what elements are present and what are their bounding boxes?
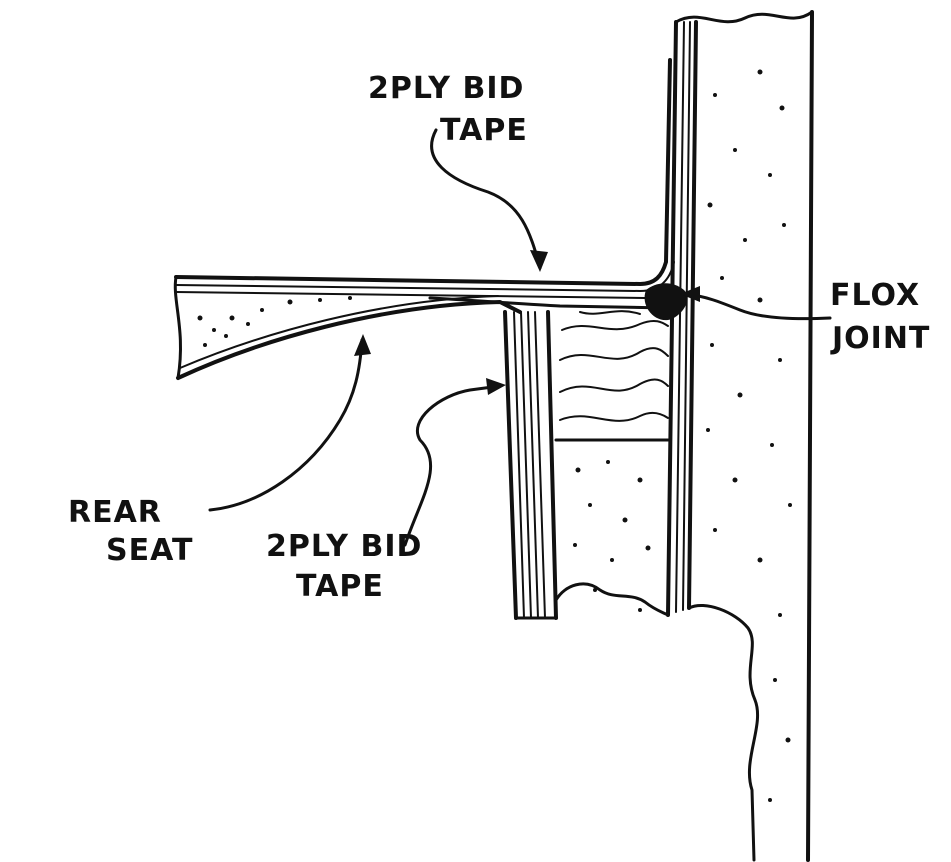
- seat-top-skin: [174, 58, 672, 286]
- wall-bottom-break: [687, 603, 760, 862]
- bulkhead-tab: [503, 310, 558, 620]
- top-tape-label-line2: TAPE: [440, 113, 528, 148]
- tab-ply-3: [527, 311, 539, 619]
- leader-flox: [680, 286, 832, 321]
- flox-joint-fill: [644, 283, 688, 321]
- rear-seat-label-line2: SEAT: [106, 533, 193, 568]
- tab-skin-right: [546, 310, 558, 620]
- arrowhead-top-tape: [530, 250, 548, 272]
- wall-top-break: [674, 10, 814, 24]
- top-tape-label-line1: 2PLY BID: [368, 71, 524, 106]
- tab-skin-left: [503, 310, 518, 620]
- seat-core-foam: [197, 296, 352, 347]
- rear-seat-panel: [173, 58, 688, 380]
- wall-core-foam: [706, 69, 792, 802]
- seat-lower-skin: [176, 300, 522, 380]
- flox-label-line2: JOINT: [830, 321, 930, 356]
- wall-skin-right: [806, 10, 814, 862]
- wall-skin-inner: [687, 20, 698, 610]
- leader-bottom-tape: [403, 378, 506, 547]
- wood-block: [554, 310, 670, 442]
- tab-ply-1: [513, 311, 525, 619]
- leader-rear-seat-line: [208, 338, 364, 512]
- rear-seat-label-line1: REAR: [68, 495, 162, 530]
- lower-foam-core: [554, 460, 670, 617]
- arrowhead-bottom-tape: [486, 378, 506, 395]
- seat-lower-ply: [179, 295, 499, 369]
- bottom-tape-label-line1: 2PLY BID: [266, 529, 422, 564]
- wall-skin-ply-1: [675, 21, 685, 613]
- leader-bottom-tape-line: [403, 384, 502, 547]
- lower-foam-break: [554, 582, 670, 617]
- flox-label-line1: FLOX: [830, 278, 920, 313]
- arrowhead-flox: [680, 286, 700, 302]
- tab-ply-4: [534, 311, 546, 619]
- leader-flox-line: [684, 292, 832, 321]
- wall-skin-ply-2: [682, 21, 691, 611]
- tab-ply-2: [520, 311, 532, 619]
- arrowhead-rear-seat: [354, 334, 371, 356]
- leader-rear-seat: [208, 334, 371, 512]
- bottom-tape-label-line2: TAPE: [296, 569, 384, 604]
- seat-left-break: [173, 275, 182, 380]
- leader-top-tape-line: [430, 128, 542, 270]
- vertical-wall: [666, 10, 814, 862]
- seat-tape-ply-2: [175, 291, 671, 299]
- leader-top-tape: [430, 128, 548, 272]
